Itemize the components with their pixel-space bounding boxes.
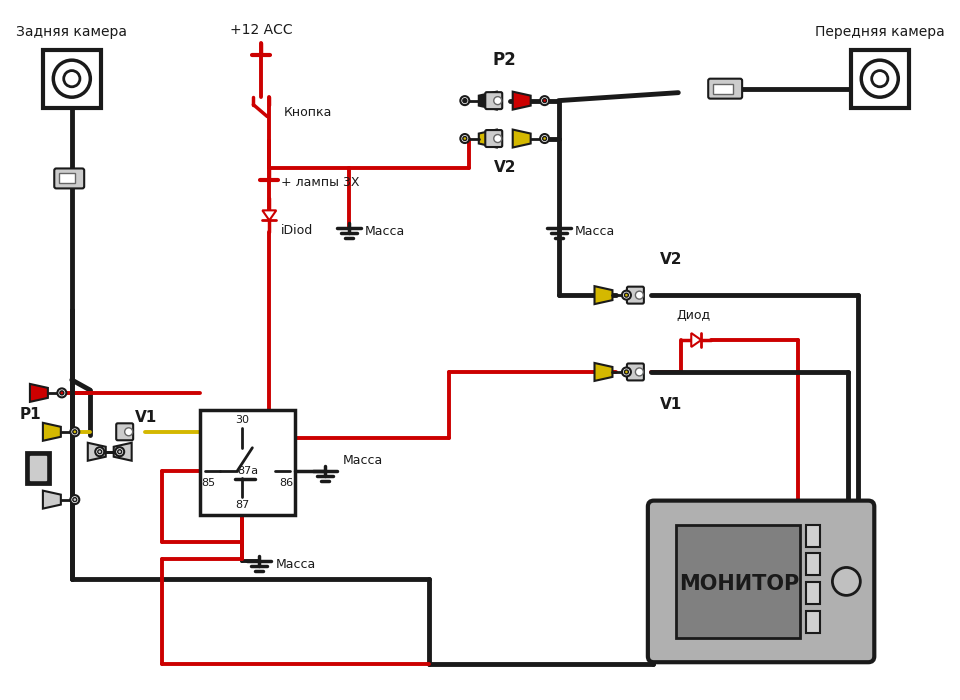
Bar [806, 582, 821, 604]
Text: Передняя камера: Передняя камера [815, 25, 945, 38]
Circle shape [118, 449, 122, 454]
Text: V2: V2 [493, 160, 516, 176]
Text: P2: P2 [492, 50, 516, 69]
Circle shape [832, 568, 860, 596]
Text: Масса: Масса [574, 225, 614, 238]
FancyBboxPatch shape [55, 169, 84, 188]
Circle shape [58, 389, 66, 398]
Bar [713, 84, 733, 94]
Text: Масса: Масса [343, 454, 383, 467]
Bar [200, 410, 295, 515]
Polygon shape [594, 363, 612, 381]
Circle shape [622, 368, 631, 377]
Bar [26, 452, 50, 484]
FancyBboxPatch shape [627, 363, 644, 380]
Circle shape [861, 60, 899, 97]
Circle shape [70, 427, 80, 436]
FancyBboxPatch shape [708, 78, 742, 99]
Circle shape [872, 71, 888, 87]
Text: V2: V2 [660, 252, 683, 267]
FancyBboxPatch shape [485, 92, 502, 109]
Polygon shape [513, 92, 531, 110]
Text: Кнопка: Кнопка [283, 106, 331, 119]
Text: Масса: Масса [365, 225, 405, 238]
Bar [806, 524, 821, 547]
Bar [676, 524, 801, 638]
Text: 87: 87 [235, 500, 250, 510]
Polygon shape [113, 443, 132, 461]
Circle shape [115, 447, 124, 456]
Text: Масса: Масса [276, 558, 316, 571]
Polygon shape [594, 286, 612, 304]
Polygon shape [479, 130, 496, 148]
Circle shape [461, 134, 469, 143]
Circle shape [542, 136, 546, 141]
Circle shape [493, 134, 502, 143]
Text: iDiod: iDiod [281, 224, 314, 237]
Bar [30, 456, 46, 480]
Circle shape [540, 96, 549, 105]
FancyBboxPatch shape [116, 424, 133, 440]
Text: МОНИТОР: МОНИТОР [679, 575, 800, 594]
FancyBboxPatch shape [648, 500, 875, 662]
Polygon shape [87, 443, 106, 461]
Circle shape [493, 97, 502, 104]
Text: 87a: 87a [237, 466, 258, 476]
Bar [806, 611, 821, 634]
Polygon shape [262, 211, 276, 220]
Circle shape [636, 291, 643, 299]
Text: Задняя камера: Задняя камера [16, 25, 128, 38]
Polygon shape [691, 333, 701, 347]
Polygon shape [513, 130, 531, 148]
Text: V1: V1 [660, 397, 683, 412]
FancyBboxPatch shape [485, 130, 502, 147]
Text: P1: P1 [20, 407, 41, 422]
Text: +12 АСС: +12 АСС [230, 23, 293, 37]
Bar [806, 554, 821, 575]
Polygon shape [43, 491, 60, 509]
Circle shape [60, 391, 63, 395]
Circle shape [540, 134, 549, 143]
Bar [851, 50, 909, 108]
Polygon shape [479, 92, 496, 110]
Circle shape [95, 447, 105, 456]
Text: + лампы 3Х: + лампы 3Х [281, 176, 360, 189]
Circle shape [54, 60, 90, 97]
Polygon shape [30, 384, 48, 402]
Circle shape [63, 71, 80, 87]
Text: 30: 30 [235, 415, 250, 426]
Circle shape [98, 449, 102, 454]
Text: 86: 86 [279, 477, 294, 488]
Circle shape [73, 498, 77, 502]
Circle shape [73, 430, 77, 434]
Circle shape [463, 136, 467, 141]
Text: V1: V1 [134, 410, 156, 426]
Circle shape [624, 293, 629, 297]
FancyBboxPatch shape [627, 287, 644, 304]
Circle shape [461, 96, 469, 105]
Polygon shape [43, 423, 60, 441]
Circle shape [125, 428, 132, 436]
Circle shape [70, 495, 80, 504]
Text: 85: 85 [201, 477, 215, 488]
Text: Диод: Диод [676, 309, 710, 322]
Bar [60, 174, 75, 183]
Bar [43, 50, 101, 108]
Circle shape [624, 370, 629, 374]
Circle shape [542, 99, 546, 103]
Circle shape [622, 290, 631, 300]
Circle shape [463, 99, 467, 103]
Circle shape [636, 368, 643, 376]
